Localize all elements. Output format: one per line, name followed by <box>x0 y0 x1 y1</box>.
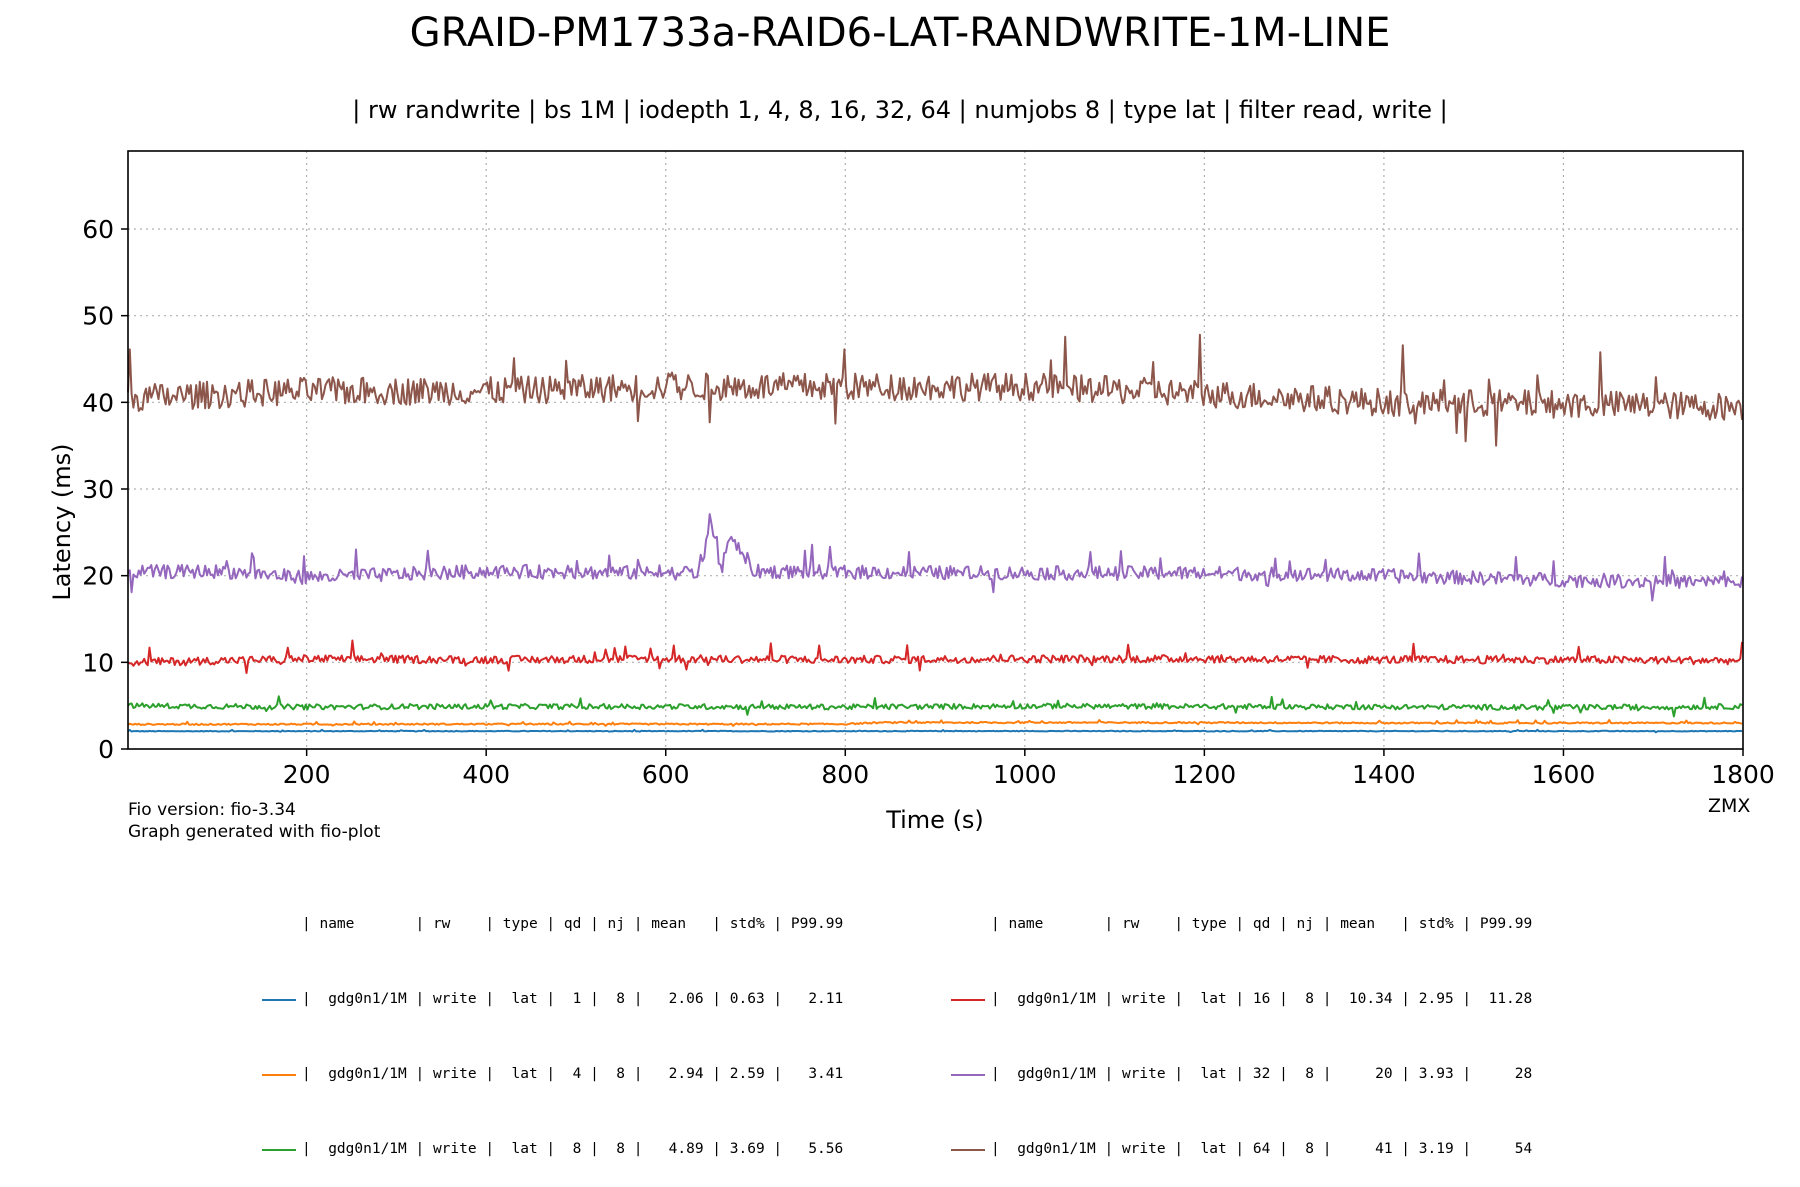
series-line-3 <box>127 695 1743 718</box>
series-line-5 <box>127 513 1744 602</box>
x-tick-label: 600 <box>642 760 690 789</box>
plot-frame <box>127 150 1744 750</box>
series-line-6 <box>127 333 1744 447</box>
legend-entry: | gdg0n1/1M | write | lat | 32 | 8 | 20 … <box>951 1062 1532 1087</box>
fio-version-note: Fio version: fio-3.34 <box>128 800 296 820</box>
legend-swatch <box>262 1148 296 1151</box>
series-line-2 <box>127 719 1743 727</box>
x-tick-label: 1800 <box>1711 760 1775 789</box>
x-tick-label: 1600 <box>1532 760 1596 789</box>
legend-entry: | gdg0n1/1M | write | lat | 4 | 8 | 2.94… <box>262 1062 843 1087</box>
legend-swatch <box>951 1148 985 1151</box>
x-tick-label: 1200 <box>1173 760 1237 789</box>
legend-header: | name | rw | type | qd | nj | mean | st… <box>302 916 844 932</box>
y-tick-label: 30 <box>82 475 114 504</box>
latency-line-chart: 200 400 600 800 1000 1200 1400 1600 1800 0 10 20 30 4… <box>82 150 1775 789</box>
legend-text: | gdg0n1/1M | write | lat | 8 | 8 | 4.89… <box>302 1141 844 1157</box>
x-tick-label: 400 <box>462 760 510 789</box>
y-tick-label: 0 <box>98 735 114 764</box>
legend-swatch <box>262 1073 296 1076</box>
x-tick-label: 1400 <box>1352 760 1416 789</box>
legend-left: | name | rw | type | qd | nj | mean | st… <box>262 862 843 1187</box>
y-tick-label: 60 <box>82 215 114 244</box>
legend-header: | name | rw | type | qd | nj | mean | st… <box>991 916 1533 932</box>
y-tick-label: 10 <box>82 648 114 677</box>
series-line-1 <box>127 728 1743 734</box>
x-tick-label: 200 <box>283 760 331 789</box>
x-axis-label: Time (s) <box>886 806 984 834</box>
chart-subtitle: | rw randwrite | bs 1M | iodepth 1, 4, 8… <box>352 96 1448 124</box>
legend-entry: | gdg0n1/1M | write | lat | 8 | 8 | 4.89… <box>262 1137 843 1162</box>
legend-swatch <box>951 1073 985 1076</box>
y-tick-label: 50 <box>82 302 114 331</box>
legend-text: | gdg0n1/1M | write | lat | 64 | 8 | 41 … <box>991 1141 1533 1157</box>
chart-title: GRAID-PM1733a-RAID6-LAT-RANDWRITE-1M-LIN… <box>409 10 1391 56</box>
x-tick-label: 800 <box>821 760 869 789</box>
legend-text: | gdg0n1/1M | write | lat | 4 | 8 | 2.94… <box>302 1066 844 1082</box>
x-tick-label: 1000 <box>993 760 1057 789</box>
y-tick-label: 20 <box>82 562 114 591</box>
zmx-label: ZMX <box>1708 795 1751 817</box>
generator-note: Graph generated with fio-plot <box>128 822 381 842</box>
y-axis-label: Latency (ms) <box>48 443 76 601</box>
legend-right: | name | rw | type | qd | nj | mean | st… <box>951 862 1532 1187</box>
legend-entry: | gdg0n1/1M | write | lat | 64 | 8 | 41 … <box>951 1137 1532 1162</box>
legend-text: | gdg0n1/1M | write | lat | 32 | 8 | 20 … <box>991 1066 1533 1082</box>
y-tick-label: 40 <box>82 388 114 417</box>
series-line-4 <box>127 639 1744 674</box>
